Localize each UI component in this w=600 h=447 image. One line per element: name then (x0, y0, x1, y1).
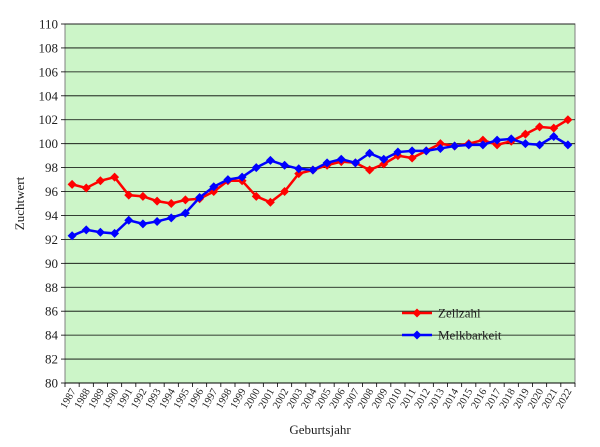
series-layer (67, 115, 573, 241)
data-point (95, 227, 105, 237)
data-point (379, 154, 389, 164)
data-point (478, 140, 488, 150)
data-point (379, 159, 389, 169)
legend: Zellzahl Melkbarkeit (402, 306, 502, 343)
data-point (549, 123, 559, 133)
data-point (180, 208, 190, 218)
data-point (563, 115, 573, 125)
legend-item-melkbarkeit: Melkbarkeit (402, 328, 502, 343)
legend-item-zellzahl: Zellzahl (402, 306, 481, 321)
data-point (435, 139, 445, 149)
data-point (407, 146, 417, 156)
y-tick-label: 94 (45, 208, 59, 223)
data-point (421, 146, 431, 156)
data-point (237, 172, 247, 182)
legend-label: Zellzahl (438, 306, 481, 321)
y-tick-label: 96 (45, 184, 59, 199)
y-tick-label: 108 (39, 40, 59, 55)
data-point (223, 175, 233, 185)
data-point (322, 158, 332, 168)
y-tick-label: 102 (39, 112, 59, 127)
data-point (152, 216, 162, 226)
data-point (280, 160, 290, 170)
x-axis-ticks: 1987198819891990199119921993199419951996… (59, 382, 576, 411)
data-point (464, 140, 474, 150)
x-tick-label: 2022 (554, 387, 574, 411)
y-tick-label: 110 (39, 17, 58, 32)
data-point (95, 176, 105, 186)
y-tick-label: 104 (39, 88, 59, 103)
data-point (280, 187, 290, 197)
data-point (166, 199, 176, 208)
data-point (124, 215, 134, 225)
data-point (294, 169, 304, 179)
data-point (492, 135, 502, 145)
data-point (265, 197, 275, 207)
legend-label: Melkbarkeit (438, 328, 502, 343)
data-point (492, 140, 502, 150)
y-tick-label: 92 (45, 232, 58, 247)
legend-marker (412, 308, 422, 318)
data-point (350, 158, 360, 168)
data-point (549, 131, 559, 141)
y-tick-label: 84 (45, 328, 59, 343)
y-tick-label: 100 (39, 136, 59, 151)
data-point (138, 219, 148, 229)
y-axis-ticks: 80 82 84 86 88 90 92 94 96 98 100 102 104 106 108 110 (39, 17, 65, 391)
y-tick-label: 90 (45, 256, 58, 271)
y-tick-label: 98 (45, 160, 58, 175)
data-point (308, 165, 318, 175)
data-point (435, 143, 445, 153)
data-point (180, 195, 190, 205)
data-point (67, 179, 77, 189)
series-melkbarkeit (67, 131, 573, 241)
data-point (478, 135, 488, 145)
y-tick-label: 106 (39, 64, 59, 79)
data-point (152, 196, 162, 206)
plot-area (64, 23, 576, 384)
data-point (67, 231, 77, 241)
data-point (393, 147, 403, 157)
y-axis-label: Zuchtwert (12, 176, 27, 230)
data-point (294, 164, 304, 174)
data-point (336, 154, 346, 164)
data-point (251, 163, 261, 173)
data-point (563, 140, 573, 150)
x-axis-label: Geburtsjahr (289, 422, 351, 437)
data-point (506, 134, 516, 144)
data-point (110, 228, 120, 238)
y-tick-label: 80 (45, 376, 58, 391)
data-point (81, 183, 91, 193)
data-point (166, 213, 176, 223)
data-point (209, 182, 219, 192)
data-point (520, 129, 530, 139)
data-point (195, 193, 205, 203)
y-tick-label: 86 (45, 304, 59, 319)
y-tick-label: 82 (45, 352, 58, 367)
data-point (450, 141, 460, 151)
data-point (535, 122, 545, 132)
data-point (520, 139, 530, 149)
data-point (81, 225, 91, 235)
data-point (265, 155, 275, 165)
data-point (124, 190, 134, 200)
y-tick-label: 88 (45, 280, 58, 295)
data-point (407, 153, 417, 163)
legend-marker (412, 330, 422, 340)
data-point (365, 148, 375, 158)
data-point (138, 191, 148, 201)
data-point (110, 172, 120, 182)
data-point (365, 165, 375, 175)
data-point (535, 140, 545, 150)
data-point (251, 191, 261, 201)
